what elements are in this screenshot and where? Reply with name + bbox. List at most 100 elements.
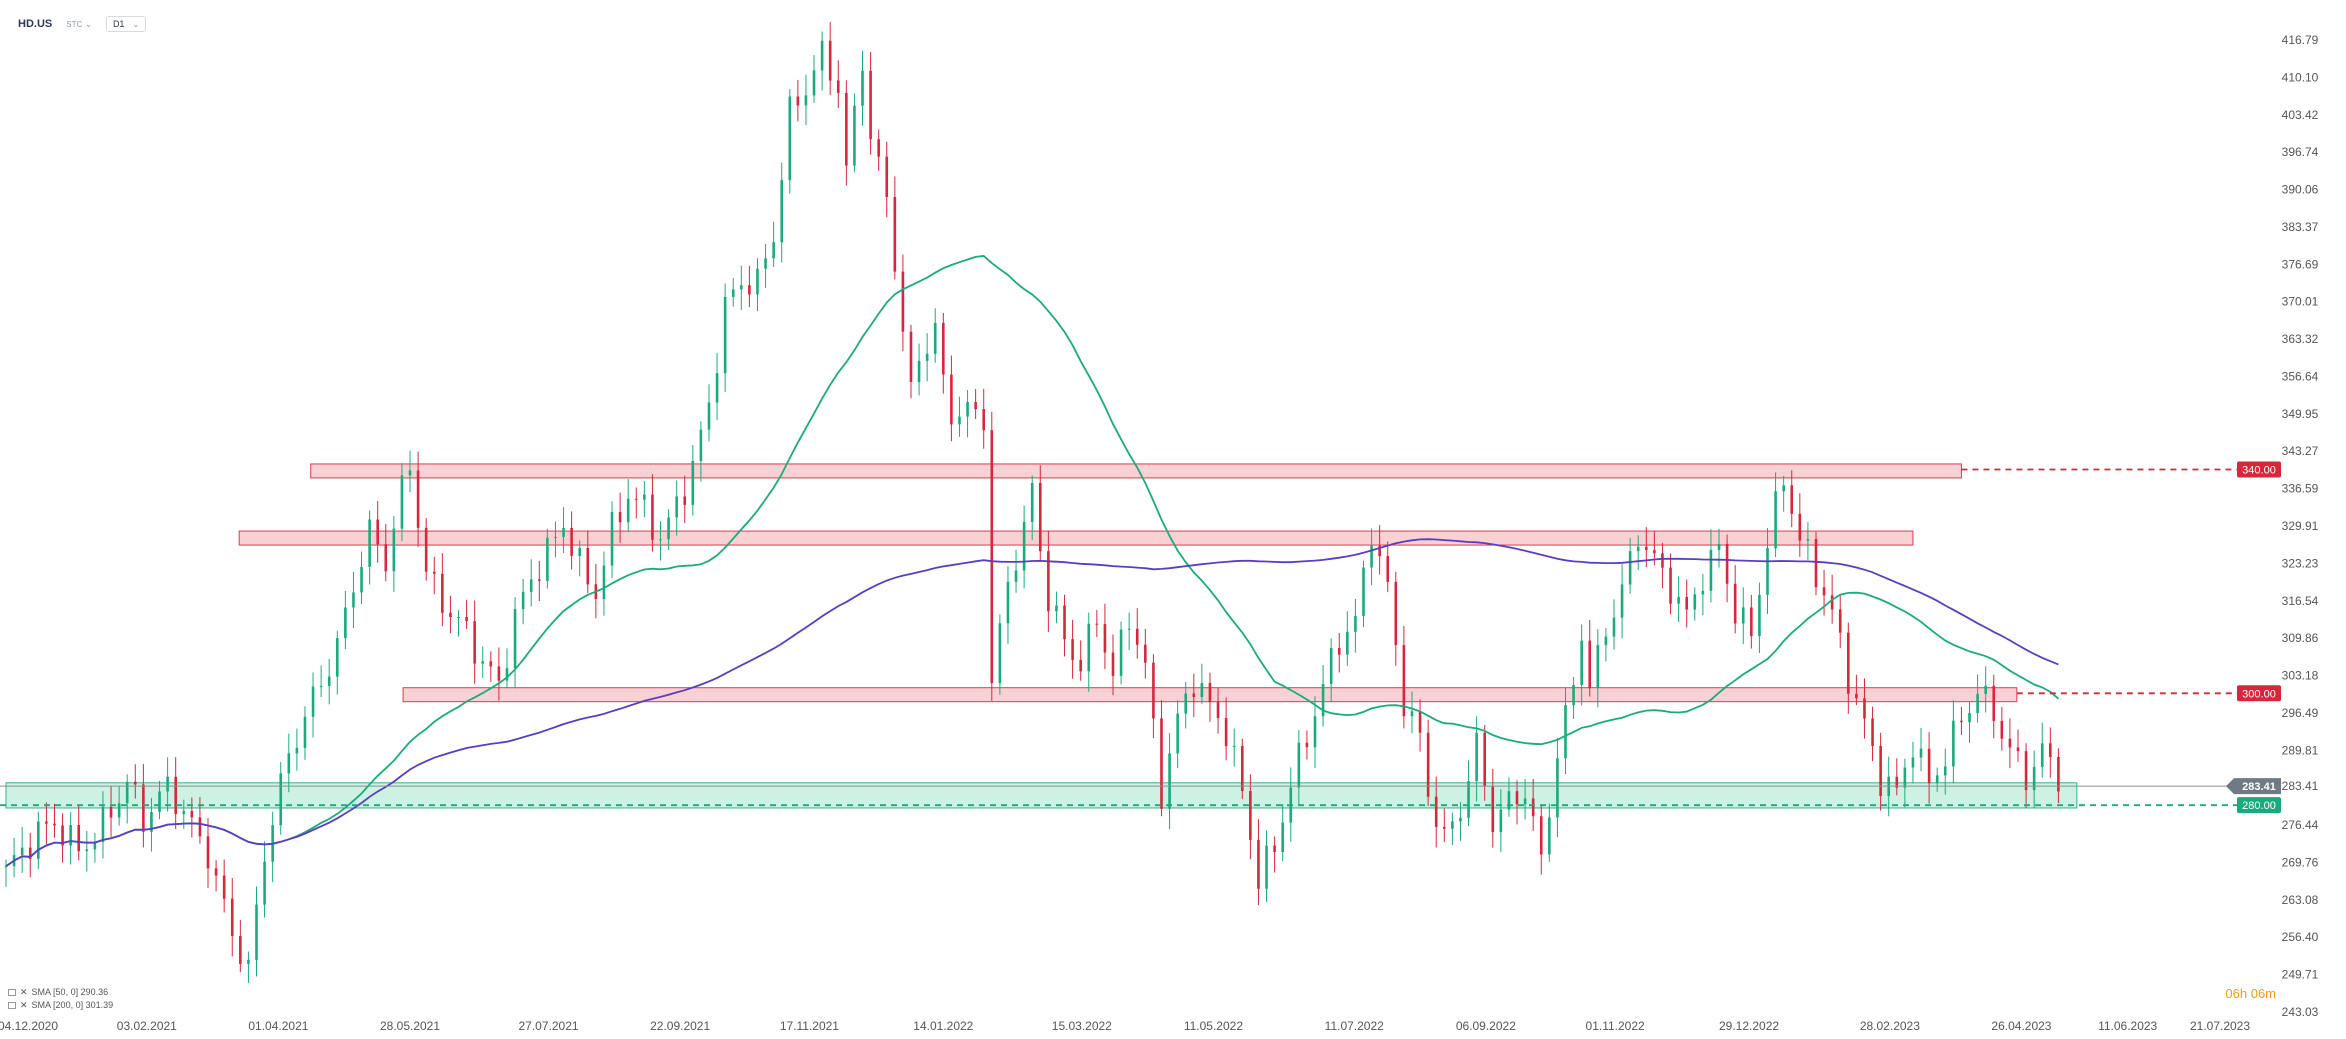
candle-body: [1935, 775, 1939, 784]
timeframe-selector[interactable]: D1 ⌄: [105, 16, 147, 32]
candle-body: [1879, 745, 1882, 797]
candle-body: [376, 519, 379, 545]
candle-body: [1144, 644, 1147, 663]
candle-body: [1087, 623, 1091, 672]
y-tick-label: 403.42: [2282, 108, 2319, 122]
candle-body: [1160, 718, 1163, 809]
candle-body: [497, 666, 501, 681]
candle-body: [570, 527, 573, 556]
y-tick-label: 303.18: [2282, 669, 2319, 683]
symbol-label[interactable]: HD.US: [18, 18, 53, 30]
candle-body: [699, 429, 703, 461]
candle-body: [1653, 550, 1656, 554]
candle-body: [1038, 482, 1042, 552]
current-price-label: 283.41: [2242, 781, 2276, 793]
candle-body: [1911, 757, 1915, 768]
chart-header: HD.US STC ⌄ D1 ⌄: [18, 14, 147, 34]
y-tick-label: 343.27: [2282, 444, 2319, 458]
y-tick-label: 309.86: [2282, 631, 2319, 645]
candle-body: [788, 96, 792, 181]
candle-countdown: 06h 06m: [2225, 986, 2276, 1001]
candle-body: [61, 825, 64, 846]
candle-body: [247, 959, 250, 964]
candle-body: [1717, 543, 1721, 550]
candle-body: [505, 668, 509, 681]
candle-body: [1313, 716, 1317, 748]
y-tick-label: 329.91: [2282, 519, 2319, 533]
candle-body: [1135, 628, 1139, 645]
candle-body: [198, 817, 202, 837]
x-tick-label: 06.09.2022: [1456, 1019, 1516, 1033]
candle-body: [1588, 640, 1592, 689]
candle-body: [2040, 743, 2044, 767]
candle-body: [651, 494, 654, 540]
candle-body: [1459, 817, 1462, 822]
candle-body: [1346, 631, 1349, 655]
indicator-settings-icon[interactable]: [8, 1002, 16, 1009]
candle-body: [1103, 624, 1107, 653]
candle-body: [319, 686, 323, 688]
candle-body: [279, 773, 283, 826]
candle-body: [1208, 683, 1212, 703]
candle-body: [1321, 683, 1325, 717]
candle-body: [1240, 745, 1244, 792]
chevron-down-icon: ⌄: [85, 19, 92, 29]
candle-body: [1499, 809, 1503, 833]
resistance-zone: [238, 530, 1914, 546]
candle-body: [845, 92, 848, 166]
candle-body: [1047, 551, 1050, 612]
candle-body: [820, 40, 824, 71]
y-tick-label: 416.79: [2282, 33, 2319, 47]
x-tick-label: 15.03.2022: [1052, 1019, 1112, 1033]
candle-body: [1798, 513, 1802, 541]
candle-body: [214, 868, 218, 876]
candle-body: [1782, 485, 1785, 492]
candle-body: [1418, 711, 1422, 733]
candle-body: [255, 904, 258, 960]
candle-body: [125, 781, 129, 804]
candle-body: [1984, 685, 1987, 694]
candle-body: [1628, 551, 1632, 585]
candle-body: [1281, 822, 1284, 853]
indicator-settings-icon[interactable]: [8, 989, 16, 996]
candle-body: [416, 470, 420, 528]
timezone-selector[interactable]: STC ⌄: [66, 20, 92, 29]
candle-body: [2057, 756, 2060, 792]
candle-body: [352, 592, 355, 608]
candle-body: [473, 621, 476, 664]
candle-body: [982, 409, 986, 431]
candle-body: [1451, 821, 1454, 829]
candle-body: [998, 623, 1002, 684]
close-icon[interactable]: ✕: [20, 1000, 28, 1010]
candle-body: [230, 898, 234, 936]
legend-item-sma200[interactable]: ✕ SMA [200, 0] 301.39: [8, 999, 113, 1012]
candle-body: [966, 401, 969, 417]
candle-body: [1127, 628, 1131, 630]
candle-body: [392, 528, 396, 572]
candle-body: [1733, 583, 1737, 624]
candle-body: [368, 519, 371, 567]
candle-body: [1394, 581, 1398, 646]
candle-body: [1257, 839, 1260, 889]
candle-body: [2049, 743, 2052, 757]
sma50-line: [5, 255, 2059, 867]
y-tick-label: 276.44: [2282, 818, 2319, 832]
candle-body: [764, 258, 767, 269]
candle-body: [1895, 776, 1899, 788]
candle-body: [626, 498, 630, 523]
candle-body: [1556, 758, 1559, 818]
candle-body: [1685, 596, 1689, 610]
close-icon[interactable]: ✕: [20, 987, 28, 997]
candle-body: [432, 571, 436, 574]
candle-body: [618, 512, 622, 523]
candle-body: [400, 475, 404, 529]
candle-body: [602, 565, 606, 600]
candle-body: [344, 607, 347, 639]
legend-item-sma50[interactable]: ✕ SMA [50, 0] 290.36: [8, 986, 113, 999]
x-tick-label: 17.11.2021: [780, 1019, 839, 1033]
candle-body: [263, 861, 266, 905]
candle-body: [45, 821, 48, 824]
y-tick-label: 349.95: [2282, 407, 2319, 421]
chevron-down-icon: ⌄: [132, 19, 140, 29]
